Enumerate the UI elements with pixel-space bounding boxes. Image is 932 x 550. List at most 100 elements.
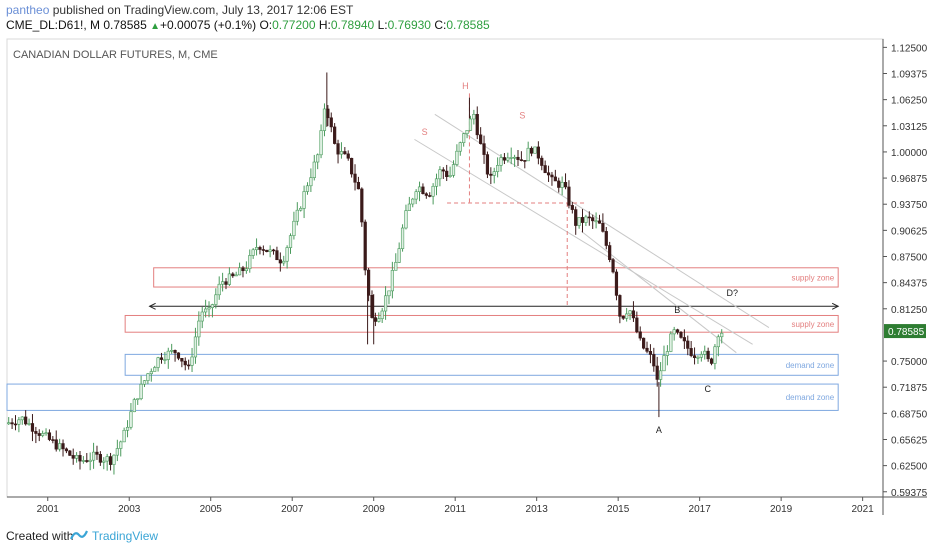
candle-body — [380, 310, 384, 319]
candle-body — [173, 350, 177, 354]
x-tick-label: 2007 — [281, 504, 304, 515]
candle-body — [125, 426, 130, 431]
candle-body — [665, 351, 669, 356]
candle-body — [696, 356, 700, 359]
candle-body — [577, 217, 581, 226]
candle-body — [370, 295, 374, 318]
candle-body — [475, 114, 479, 136]
candle-body — [601, 223, 605, 232]
last-price-label: 0.78585 — [888, 327, 925, 338]
candle-body — [312, 161, 316, 178]
range-line-right-arrow — [831, 302, 840, 310]
candle-body — [594, 220, 598, 223]
candle-body — [394, 262, 398, 271]
candle-body — [652, 354, 656, 367]
candle-body — [258, 247, 262, 250]
annotation-label: B — [674, 305, 680, 315]
candle-body — [78, 455, 82, 462]
y-tick-label: 0.96875 — [891, 174, 928, 185]
price-chart[interactable]: CANADIAN DOLLAR FUTURES, M, CME 1.12500 1.… — [5, 37, 928, 518]
candle-body — [153, 367, 157, 372]
candle-body — [139, 383, 143, 400]
up-arrow-icon: ▲ — [150, 21, 161, 32]
candle-body — [339, 151, 344, 155]
candle-body — [689, 348, 693, 356]
annotation-label: D? — [726, 288, 738, 298]
candle-body — [17, 419, 21, 425]
candle-body — [553, 176, 557, 182]
candle-body — [496, 165, 500, 172]
candle-body — [706, 350, 710, 360]
author-link[interactable]: pantheo — [6, 3, 50, 17]
y-tick-label: 0.59375 — [891, 488, 928, 499]
candle-body — [611, 259, 615, 273]
candle-body — [275, 250, 279, 261]
candle-body — [288, 235, 293, 248]
y-tick-label: 0.90625 — [891, 226, 928, 237]
candle-body — [241, 267, 245, 272]
candle-body — [465, 130, 469, 134]
demand-zone-label: demand zone — [786, 393, 835, 402]
candle-body — [64, 448, 69, 452]
candle-body — [85, 460, 89, 462]
candle-body — [513, 156, 517, 159]
candle-body — [360, 188, 364, 223]
candle-body — [462, 133, 466, 143]
candle-body — [550, 174, 554, 178]
candle-body — [254, 247, 259, 251]
candle-body — [183, 360, 187, 366]
candle-body — [190, 356, 194, 366]
supply-zone-label: supply zone — [791, 320, 834, 329]
ohlc-line: CME_DL:D61!, M 0.78585 ▲+0.00075 (+0.1%)… — [6, 18, 490, 32]
supply-zone — [124, 314, 839, 333]
low-value: 0.76930 — [387, 18, 431, 32]
x-tick-label: 2021 — [852, 504, 875, 515]
supply-zone-label: supply zone — [791, 273, 834, 282]
y-tick-label: 0.71875 — [891, 383, 928, 394]
candle-body — [98, 454, 102, 463]
candle-body — [282, 260, 286, 264]
candle-body — [377, 318, 381, 322]
candle-body — [448, 175, 452, 177]
candle-body — [400, 227, 405, 249]
tradingview-brand[interactable]: TradingView — [92, 529, 159, 543]
candle-body — [709, 358, 714, 364]
candle-body — [207, 307, 211, 310]
candle-body — [675, 329, 680, 333]
candle-body — [149, 371, 153, 375]
close-label: C: — [434, 18, 447, 32]
candle-body — [91, 451, 96, 461]
candle-body — [485, 154, 490, 175]
candle-body — [655, 365, 659, 380]
candle-body — [692, 355, 697, 359]
candle-body — [604, 231, 608, 246]
candle-body — [519, 159, 523, 161]
candle-body — [502, 157, 507, 161]
candle-body — [445, 170, 449, 177]
range-line-left-arrow — [148, 302, 156, 310]
candle-body — [176, 352, 181, 359]
candle-body — [37, 433, 41, 436]
demand-zone — [124, 353, 839, 376]
last-value: 0.78585 — [103, 18, 147, 32]
candle-body — [88, 459, 92, 462]
candle-body — [24, 416, 28, 425]
low-label: L: — [377, 18, 388, 32]
candle-body — [686, 340, 690, 349]
candle-body — [560, 182, 564, 188]
candle-body — [679, 332, 683, 338]
chart-frame[interactable]: CANADIAN DOLLAR FUTURES, M, CME 1.12500 1.… — [5, 37, 928, 518]
candle-body — [214, 294, 218, 305]
candle-body — [713, 346, 717, 364]
candle-body — [669, 333, 673, 352]
candle-body — [591, 217, 595, 222]
candle-body — [200, 311, 204, 322]
annotation-label: C — [705, 384, 712, 394]
demand-zone-label: demand zone — [786, 361, 835, 370]
created-with-text: Created with — [6, 529, 74, 543]
x-tick-label: 2001 — [37, 504, 60, 515]
candle-body — [105, 456, 109, 462]
x-tick-label: 2009 — [363, 504, 386, 515]
candle-body — [336, 143, 340, 155]
y-tick-label: 0.75000 — [891, 357, 928, 368]
